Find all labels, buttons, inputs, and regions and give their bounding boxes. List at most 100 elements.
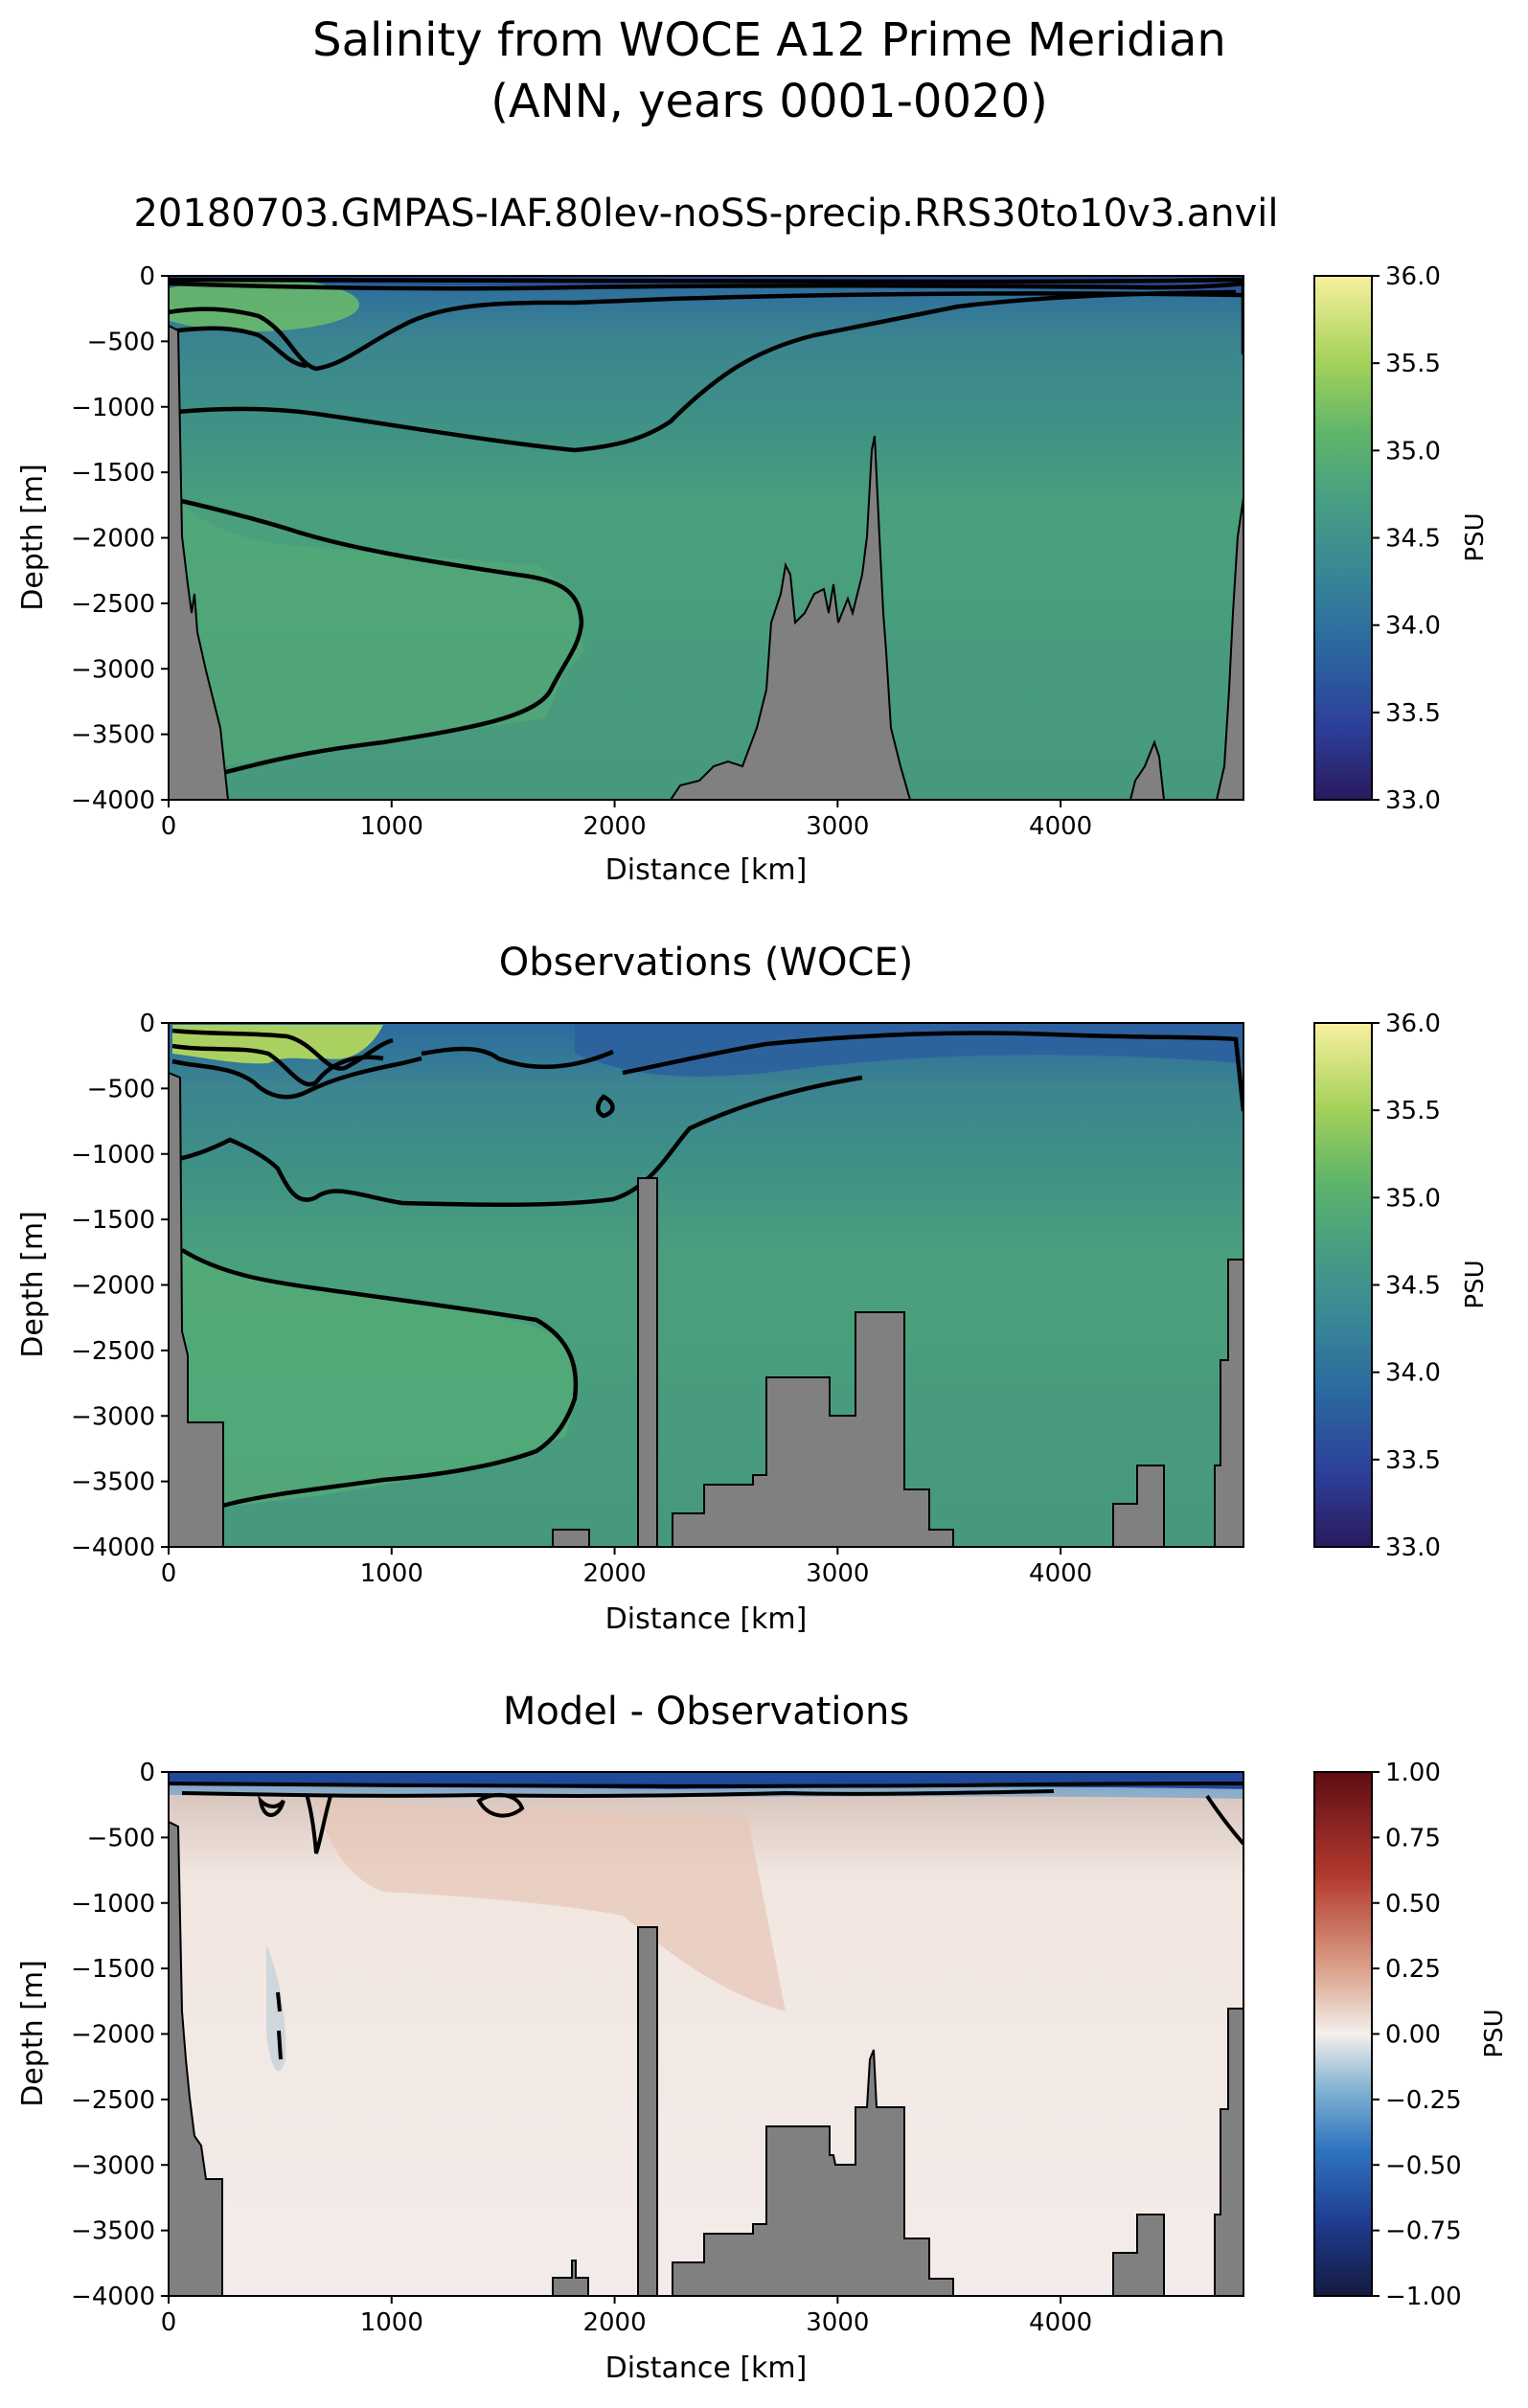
diff-ytick-label: −4000 [71,2283,155,2311]
model-ytick-label: −500 [87,328,155,356]
model-ytick-label: −4000 [71,786,155,815]
panel-obs-bathymetry-seamount-1 [552,1529,590,1547]
diff-ytick-label: −2500 [71,2086,155,2115]
diff-xtick-label: 0 [161,2308,177,2337]
diff-xtick-label: 3000 [806,2308,869,2337]
panel-obs-bathymetry-ridge [672,1311,954,1547]
obs-ytick-label: −2500 [71,1337,155,1366]
panel-model-title: 20180703.GMPAS-IAF.80lev-noSS-precip.RRS… [133,192,1278,236]
panel-diff-ylabel: Depth [m] [16,1960,50,2107]
diff-ytick-label: −2000 [71,2021,155,2050]
obs-xtick-label: 0 [161,1559,177,1588]
obs-cbtick-label: 34.5 [1385,1272,1441,1301]
diff-cbtick-label: −0.25 [1385,2086,1462,2115]
obs-ytick-label: −3000 [71,1402,155,1431]
diff-ytick-label: −1000 [71,1890,155,1919]
panel-obs: Observations (WOCE) 0 1000 [16,941,1490,1636]
obs-cbtick-label: 35.0 [1385,1184,1441,1213]
diff-cbtick-label: 0.00 [1385,2021,1441,2050]
panel-model-colorbar-label: PSU [1461,512,1490,561]
panel-diff-xticks: 0 1000 2000 3000 4000 [161,2296,1092,2337]
model-ytick-label: −2000 [71,525,155,554]
panel-diff-bathymetry-seamount-2 [637,1926,658,2296]
panel-model-xlabel: Distance [km] [605,853,808,887]
obs-cbtick-label: 33.5 [1385,1446,1441,1475]
panel-model-contours [169,277,1243,779]
panel-obs-yticks: 0 −500 −1000 −1500 −2000 −2500 −3000 −3500 −4000 [71,1010,169,1562]
obs-cbtick-label: 35.5 [1385,1097,1441,1125]
panel-model-colorbar-ticks: 33.0 33.5 34.0 34.5 35.0 35.5 36.0 [1372,262,1441,815]
diff-xtick-label: 2000 [582,2308,646,2337]
model-ytick-label: 0 [139,262,155,291]
model-ytick-label: −1000 [71,394,155,422]
model-xtick-label: 1000 [360,812,423,841]
diff-ytick-label: −3500 [71,2217,155,2246]
panel-model-bathymetry-right-hill [1129,739,1166,800]
obs-ytick-label: −4000 [71,1533,155,1562]
diff-xtick-label: 4000 [1029,2308,1092,2337]
diff-cbtick-label: −0.75 [1385,2217,1462,2246]
panel-obs-colorbar [1313,1022,1373,1548]
panel-diff-colorbar-ticks: −1.00 −0.75 −0.50 −0.25 0.00 0.25 0.50 0.75 1.00 [1372,1759,1462,2311]
panel-diff-bathymetry-ridge [672,2049,954,2296]
panel-model-bathymetry-ridge [669,435,912,800]
diff-cbtick-label: 0.50 [1385,1890,1441,1919]
diff-ytick-label: −3000 [71,2151,155,2180]
model-cbtick-label: 35.5 [1385,350,1441,378]
model-cbtick-label: 33.5 [1385,699,1441,728]
obs-xtick-label: 2000 [582,1559,646,1588]
obs-ytick-label: −1000 [71,1141,155,1170]
model-cbtick-label: 33.0 [1385,786,1441,815]
model-cbtick-label: 34.0 [1385,612,1441,641]
diff-cbtick-label: −1.00 [1385,2283,1462,2311]
panel-diff-contours [169,1782,1243,2060]
model-xtick-label: 0 [161,812,177,841]
model-xtick-label: 4000 [1029,812,1092,841]
diff-cbtick-label: 0.25 [1385,1955,1441,1984]
model-ytick-label: −3000 [71,655,155,684]
obs-xtick-label: 1000 [360,1559,423,1588]
obs-ytick-label: −1500 [71,1206,155,1235]
panel-obs-contours [169,1028,1243,1521]
panel-obs-title: Observations (WOCE) [499,941,914,985]
obs-cbtick-label: 34.0 [1385,1359,1441,1388]
panel-model-ylabel: Depth [m] [16,464,50,611]
panel-model-xticks: 0 1000 2000 3000 4000 [161,800,1092,841]
diff-cbtick-label: 1.00 [1385,1759,1441,1787]
obs-xtick-label: 3000 [806,1559,869,1588]
panel-obs-colorbar-ticks: 33.0 33.5 34.0 34.5 35.0 35.5 36.0 [1372,1010,1441,1562]
panel-obs-colorbar-label: PSU [1461,1260,1490,1308]
obs-cbtick-label: 33.0 [1385,1533,1441,1562]
panel-obs-xlabel: Distance [km] [605,1602,808,1636]
panel-model-colorbar [1313,275,1373,801]
panel-model-bathymetry-right [1215,497,1243,800]
obs-ytick-label: 0 [139,1010,155,1038]
diff-cbtick-label: −0.50 [1385,2151,1462,2180]
panel-model-yticks: 0 −500 −1000 −1500 −2000 −2500 −3000 −3500 −4000 [71,262,169,815]
panel-diff-yticks: 0 −500 −1000 −1500 −2000 −2500 −3000 −3500 −4000 [71,1759,169,2311]
model-cbtick-label: 36.0 [1385,262,1441,291]
model-xtick-label: 3000 [806,812,869,841]
panel-diff-bathymetry-right-hill [1112,2214,1165,2296]
panel-diff-title: Model - Observations [503,1690,909,1734]
diff-ytick-label: −500 [87,1824,155,1852]
diff-xtick-label: 1000 [360,2308,423,2337]
model-ytick-label: −2500 [71,590,155,619]
panel-diff-positive-anomaly [316,1801,786,2011]
model-ytick-label: −1500 [71,459,155,488]
obs-ytick-label: −500 [87,1075,155,1103]
model-xtick-label: 2000 [582,812,646,841]
panel-obs-bathymetry-right [1214,1259,1243,1547]
obs-xtick-label: 4000 [1029,1559,1092,1588]
obs-ytick-label: −2000 [71,1272,155,1301]
panel-obs-ylabel: Depth [m] [16,1211,50,1358]
panel-obs-bathymetry-left [169,1071,224,1547]
model-cbtick-label: 34.5 [1385,525,1441,554]
figure-title-line1: Salinity from WOCE A12 Prime Meridian [312,13,1226,67]
panel-model-bathymetry-left [169,324,230,800]
diff-ytick-label: 0 [139,1759,155,1787]
panel-model-salty-core [169,278,359,331]
obs-ytick-label: −3500 [71,1468,155,1497]
panel-obs-deep-water-mass [182,1250,575,1511]
panel-diff-bathymetry-seamount-1 [552,2260,589,2296]
